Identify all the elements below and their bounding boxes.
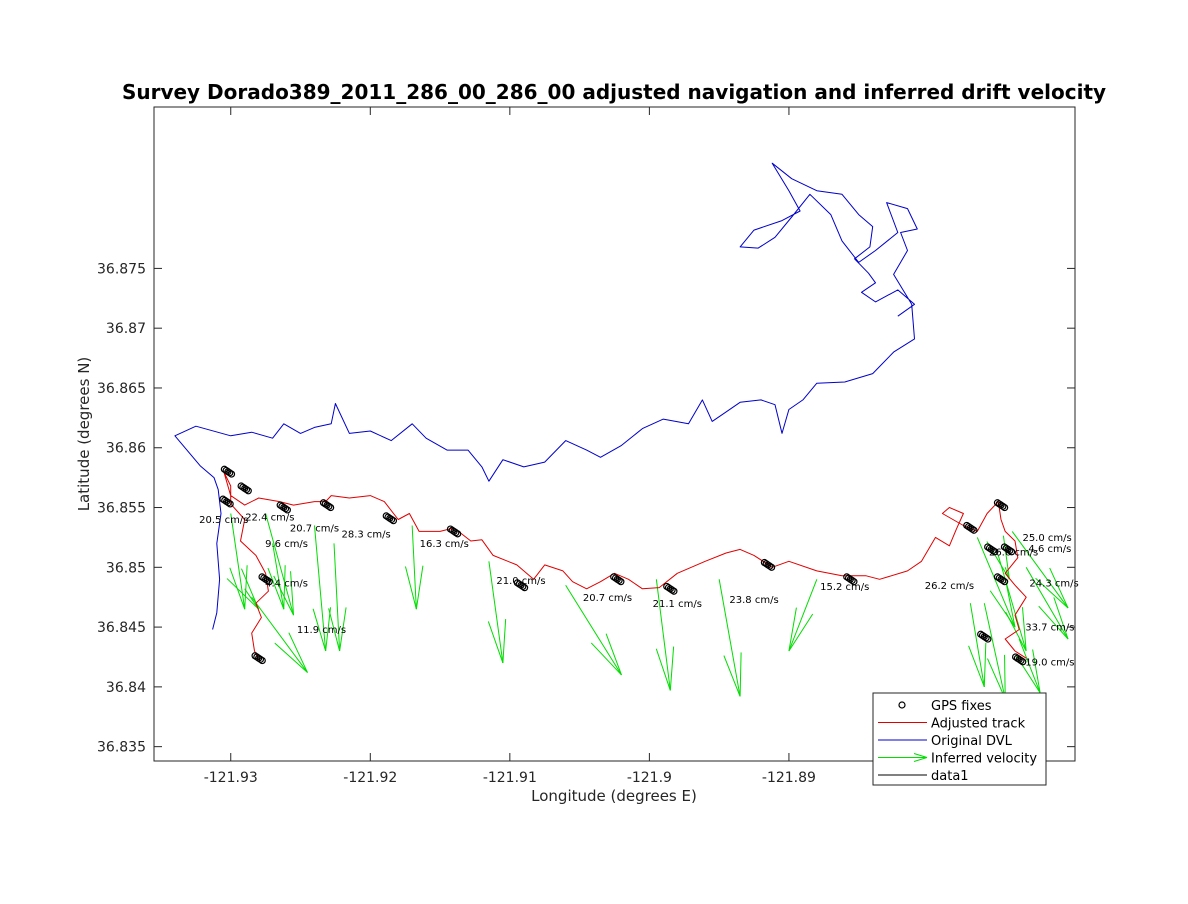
legend-item-original: Original DVL xyxy=(878,734,1013,749)
gps-fix-marker xyxy=(843,573,858,586)
gps-fix-marker xyxy=(258,573,273,586)
y-axis-label: Latitude (degrees N) xyxy=(75,357,93,512)
velocity-label: 20.7 cm/s xyxy=(583,593,632,604)
velocity-arrow xyxy=(788,579,818,652)
velocity-arrow xyxy=(404,525,424,610)
velocity-label: 26.6 cm/s xyxy=(989,547,1038,558)
x-tick-label: -121.89 xyxy=(762,770,816,786)
gps-fix-marker xyxy=(513,579,529,592)
original-dvl-line xyxy=(174,162,918,630)
velocity-arrow xyxy=(968,603,987,688)
gps-fix-marker xyxy=(610,573,625,586)
x-tick-label: -121.9 xyxy=(627,770,672,786)
velocity-label: 28.3 cm/s xyxy=(341,529,390,540)
legend-item-adjusted: Adjusted track xyxy=(878,717,1026,732)
velocity-label: 15.2 cm/s xyxy=(820,582,869,593)
x-axis-label: Longitude (degrees E) xyxy=(531,787,697,805)
gps-fix-marker xyxy=(993,573,1009,586)
velocity-arrow xyxy=(1025,567,1069,640)
gps-fix-marker xyxy=(319,499,335,512)
velocity-label: 23.8 cm/s xyxy=(729,595,778,606)
legend-label: Adjusted track xyxy=(931,717,1026,732)
velocity-arrow xyxy=(983,603,1006,700)
velocity-label: 4.4 cm/s xyxy=(265,578,308,589)
velocity-label: 21.0 cm/s xyxy=(496,576,545,587)
gps-fix-marker xyxy=(760,558,776,571)
gps-fix-marker xyxy=(1000,543,1016,556)
velocity-label: 24.3 cm/s xyxy=(1029,578,1078,589)
chart-title: Survey Dorado389_2011_286_00_286_00 adju… xyxy=(122,80,1106,104)
y-tick-label: 36.86 xyxy=(106,441,146,457)
velocity-arrow xyxy=(487,561,507,664)
y-tick-label: 36.845 xyxy=(97,620,146,636)
plot-area xyxy=(154,107,1075,761)
y-tick-label: 36.855 xyxy=(97,501,146,517)
axes-box xyxy=(153,106,1076,762)
velocity-label: 33.7 cm/s xyxy=(1025,623,1074,634)
legend-label: GPS fixes xyxy=(931,699,992,714)
velocity-arrow xyxy=(265,513,295,616)
y-tick-label: 36.84 xyxy=(106,680,146,696)
gps-fix-marker xyxy=(276,501,291,514)
y-tick-label: 36.87 xyxy=(106,321,146,337)
x-tick-label: -121.93 xyxy=(204,770,258,786)
velocity-label: 22.4 cm/s xyxy=(245,513,294,524)
adjusted-track-line xyxy=(223,471,1027,660)
y-tick-label: 36.835 xyxy=(97,740,146,756)
legend-item-data1: data1 xyxy=(878,769,969,784)
velocity-arrow xyxy=(565,584,622,676)
velocity-arrow xyxy=(267,543,286,610)
velocity-label: 4.6 cm/s xyxy=(1028,544,1071,555)
gps-fix-marker xyxy=(237,482,252,495)
y-tick-label: 36.865 xyxy=(97,381,146,397)
y-tick-label: 36.875 xyxy=(97,261,146,277)
legend-label: Original DVL xyxy=(931,734,1013,749)
velocity-label: 20.7 cm/s xyxy=(290,523,339,534)
velocity-arrow xyxy=(328,543,347,652)
gps-fix-marker xyxy=(993,499,1009,512)
x-tick-label: -121.91 xyxy=(483,770,537,786)
velocity-arrow xyxy=(251,596,308,673)
legend-item-gps: GPS fixes xyxy=(898,699,992,714)
velocity-label: 20.5 cm/s xyxy=(199,515,248,526)
gps-fix-marker xyxy=(984,543,999,556)
velocity-arrow xyxy=(655,579,675,691)
y-tick-label: 36.85 xyxy=(106,560,146,576)
gps-fix-marker xyxy=(251,652,266,665)
gps-fix-marker xyxy=(446,525,462,538)
gps-fix-marker xyxy=(220,465,236,478)
velocity-label: 21.1 cm/s xyxy=(653,599,702,610)
gps-fix-marker xyxy=(382,512,398,525)
gps-fix-marker xyxy=(663,582,678,595)
legend-swatch xyxy=(898,701,906,709)
velocity-label: 9.6 cm/s xyxy=(265,539,308,550)
velocity-label: 19.0 cm/s xyxy=(1025,657,1074,668)
velocity-label: 26.2 cm/s xyxy=(925,581,974,592)
gps-fix-marker xyxy=(963,521,978,534)
gps-fix-marker xyxy=(219,495,234,508)
x-tick-label: -121.92 xyxy=(343,770,397,786)
velocity-label: 16.3 cm/s xyxy=(420,539,469,550)
velocity-arrow xyxy=(1011,531,1069,609)
legend-item-velocity: Inferred velocity xyxy=(878,752,1037,767)
gps-fix-marker xyxy=(977,630,992,643)
legend: GPS fixes Adjusted track Original DVL Infer… xyxy=(872,692,1047,786)
velocity-label: 11.9 cm/s xyxy=(297,625,346,636)
velocity-label: 25.0 cm/s xyxy=(1022,533,1071,544)
legend-label: Inferred velocity xyxy=(931,752,1037,767)
legend-label: data1 xyxy=(931,769,969,784)
gps-fix-marker xyxy=(1011,653,1027,666)
velocity-arrow xyxy=(718,579,742,697)
